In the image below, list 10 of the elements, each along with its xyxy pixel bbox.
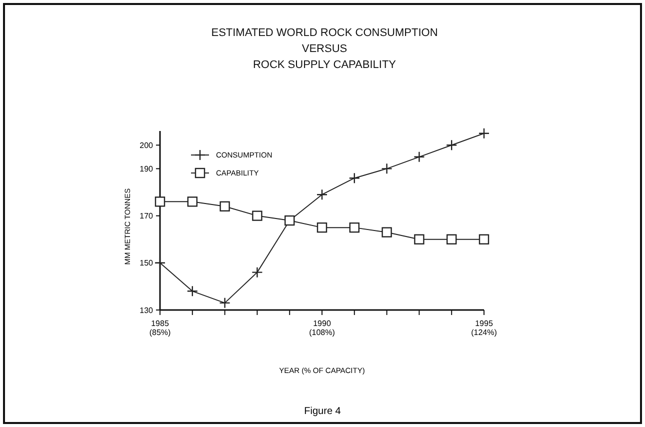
y-tick-label: 150	[140, 258, 154, 268]
y-tick-label: 190	[140, 164, 154, 174]
x-tick-label: 1990 (108%)	[309, 319, 336, 337]
x-tick-label: 1995 (124%)	[471, 319, 498, 337]
y-tick-label: 170	[140, 212, 154, 221]
caption: Figure 4	[304, 406, 342, 417]
x-tick-label: 1985 (85%)	[149, 319, 172, 337]
y-tick-label: 130	[140, 306, 154, 315]
y-tick-label: 200	[140, 140, 154, 150]
chart-title: ESTIMATED WORLD ROCK CONSUMPTION VERSUS ROCK SUPPLY CAPABILITY	[211, 27, 438, 71]
